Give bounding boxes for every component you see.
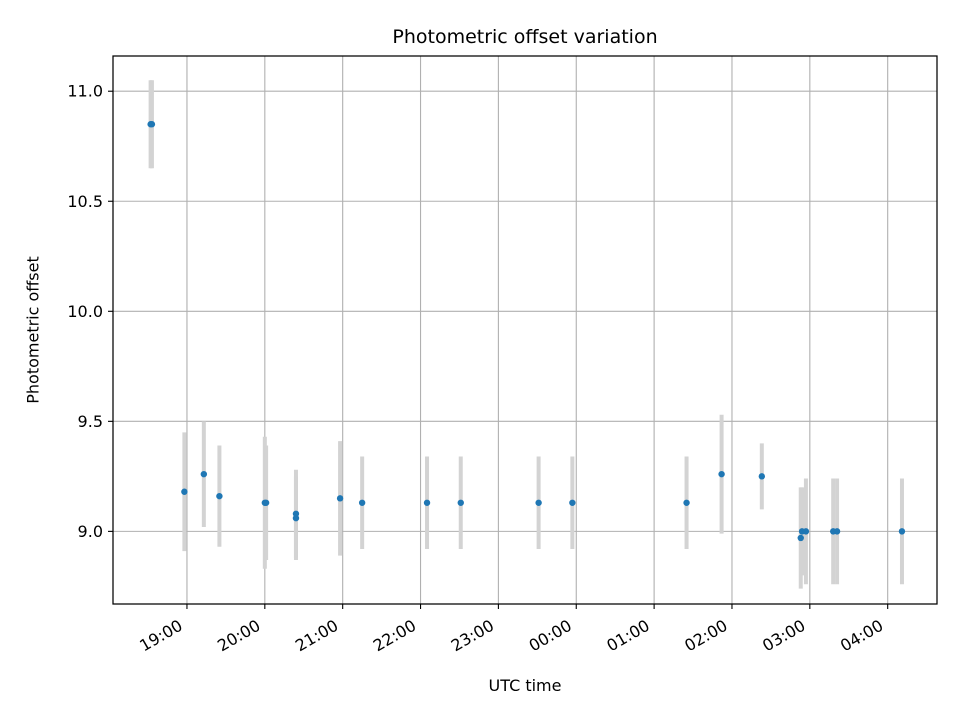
data-point <box>148 121 156 128</box>
data-point <box>898 528 906 535</box>
data-point <box>292 514 300 522</box>
x-tick-label: 01:00 <box>603 616 652 656</box>
y-tick-label: 9.5 <box>78 412 103 431</box>
chart-title: Photometric offset variation <box>392 26 657 48</box>
data-point <box>358 499 366 506</box>
data-point <box>423 499 431 506</box>
data-point <box>833 528 841 535</box>
x-tick-label: 21:00 <box>292 616 341 656</box>
data-point <box>181 488 188 495</box>
data-point <box>797 534 804 542</box>
data-point <box>292 510 300 517</box>
errorbars <box>148 80 904 589</box>
grid <box>113 56 937 604</box>
data-point <box>683 499 690 506</box>
x-axis-title: UTC time <box>489 676 562 695</box>
x-axis: 19:00 20:00 21:00 22:00 23:00 00:00 01:00 02:00… <box>136 604 889 656</box>
x-tick-label: 22:00 <box>370 616 419 656</box>
x-tick-label: 04:00 <box>837 616 886 656</box>
x-tick-label: 19:00 <box>136 616 185 656</box>
y-tick-label: 11.0 <box>67 82 103 101</box>
data-point <box>262 499 270 506</box>
x-tick-label: 00:00 <box>526 616 575 656</box>
x-tick-label: 23:00 <box>448 616 497 656</box>
data-point <box>200 470 208 478</box>
data-point <box>457 499 464 506</box>
x-tick-label: 20:00 <box>214 616 263 656</box>
data-point <box>535 499 542 506</box>
data-point <box>718 470 725 478</box>
data-point <box>802 528 810 535</box>
y-axis: 9.0 9.5 10.0 10.5 11.0 <box>67 82 113 541</box>
points <box>147 121 906 542</box>
y-tick-label: 10.5 <box>67 192 103 211</box>
data-point <box>216 492 223 500</box>
x-tick-label: 03:00 <box>759 616 808 656</box>
y-tick-label: 10.0 <box>67 302 103 321</box>
y-tick-label: 9.0 <box>78 522 103 541</box>
x-tick-label: 02:00 <box>681 616 730 656</box>
data-point <box>336 495 344 502</box>
y-axis-title: Photometric offset <box>24 256 43 404</box>
data-point <box>569 499 576 506</box>
plot-frame <box>112 55 938 605</box>
data-point <box>758 473 766 480</box>
